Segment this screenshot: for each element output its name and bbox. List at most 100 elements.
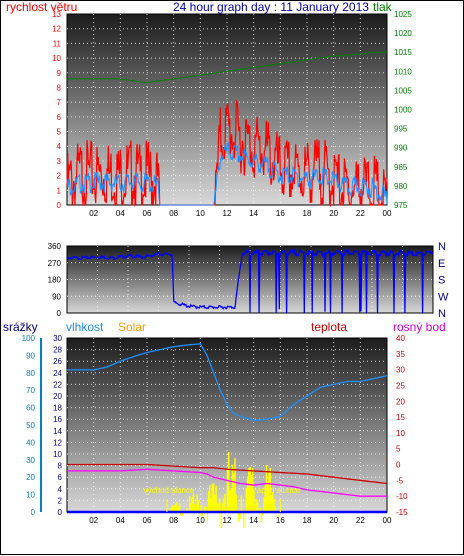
humidity-y-tick-label: 18 xyxy=(53,404,62,413)
pressure-y-tick-label: 1025 xyxy=(394,10,412,19)
climate-chart-x-tick-label: 14 xyxy=(249,516,258,525)
wind_gust-series-line xyxy=(66,98,388,208)
solar-label: Solar xyxy=(118,320,147,334)
wind-chart-x-tick-label: 22 xyxy=(356,209,365,218)
humidity-y-tick-label: 2 xyxy=(58,496,63,505)
wind-y-tick-label: 6 xyxy=(57,113,62,122)
pressure-y-tick-label: 985 xyxy=(394,163,408,172)
compass-tick-label: W xyxy=(438,291,449,303)
wind-chart-x-tick-label: 14 xyxy=(249,209,258,218)
compass-tick-label: N xyxy=(438,241,446,253)
sunset-label: západ slunce xyxy=(253,486,301,495)
direction-y-tick-label: 0 xyxy=(57,309,62,318)
temperature-y-tick-label: -10 xyxy=(396,492,408,501)
wind-y-tick-label: 12 xyxy=(52,25,61,34)
pressure-y-tick-label: 995 xyxy=(394,125,408,134)
compass-tick-label: S xyxy=(438,275,445,287)
wind-y-tick-label: 2 xyxy=(57,172,62,181)
wind-chart-x-tick-label: 16 xyxy=(276,209,285,218)
wind-direction-series-line xyxy=(66,247,434,314)
pressure-y-tick-label: 1015 xyxy=(394,48,412,57)
humidity-series-line xyxy=(67,343,388,422)
wind-y-tick-label: 10 xyxy=(52,54,61,63)
direction-y-tick-label: 270 xyxy=(48,259,62,268)
climate-chart-x-tick-label: 06 xyxy=(143,516,152,525)
temperature-y-tick-label: 25 xyxy=(396,381,405,390)
temperature-y-tick-label: 15 xyxy=(396,413,405,422)
climate-chart-x-tick-label: 02 xyxy=(89,516,98,525)
temperature-y-tick-label: 35 xyxy=(396,350,405,359)
pressure-y-tick-label: 975 xyxy=(394,201,408,210)
wind-chart-x-tick-label: 08 xyxy=(169,209,178,218)
wind-y-tick-label: 11 xyxy=(53,39,62,48)
humidity-y-tick-label: 6 xyxy=(58,473,63,482)
temperature-y-tick-label: -15 xyxy=(396,508,408,517)
wind-y-tick-label: 0 xyxy=(57,201,62,210)
wind-chart-x-tick-label: 10 xyxy=(196,209,205,218)
page-title: 24 hour graph day : 11 January 2013 xyxy=(173,0,369,14)
humidity-y-tick-label: 4 xyxy=(58,485,63,494)
pressure-y-tick-label: 980 xyxy=(394,182,408,191)
climate-chart-x-tick-label: 10 xyxy=(196,516,205,525)
sunrise-label: východ slunce xyxy=(144,486,195,495)
rain-y-tick-label: 100 xyxy=(22,334,36,343)
humidity-y-tick-label: 16 xyxy=(53,415,62,424)
wind-chart-x-tick-label: 04 xyxy=(116,209,125,218)
pressure-y-tick-label: 1010 xyxy=(394,67,412,76)
wind-chart-x-tick-label: 02 xyxy=(89,209,98,218)
rain-y-tick-label: 50 xyxy=(26,421,35,430)
wind-y-tick-label: 5 xyxy=(57,128,62,137)
humidity-y-tick-label: 20 xyxy=(53,392,62,401)
compass-tick-label: N xyxy=(438,308,446,320)
pressure-y-tick-label: 990 xyxy=(394,144,408,153)
pressure-axis-label: tlak xyxy=(373,0,392,14)
wind-y-tick-label: 13 xyxy=(52,10,61,19)
humidity-y-tick-label: 8 xyxy=(58,462,63,471)
dewpoint-axis-label: rosný bod xyxy=(393,320,446,334)
humidity-y-tick-label: 28 xyxy=(53,346,62,355)
climate-chart-x-tick-label: 20 xyxy=(329,516,338,525)
humidity-y-tick-label: 12 xyxy=(53,438,62,447)
rain-y-tick-label: 10 xyxy=(26,491,35,500)
rain-y-tick-label: 90 xyxy=(26,351,35,360)
temperature-axis-label: teplota xyxy=(311,320,348,334)
humidity-y-tick-label: 22 xyxy=(53,380,62,389)
wind-chart-x-tick-label: 18 xyxy=(303,209,312,218)
temperature-y-tick-label: 40 xyxy=(396,334,405,343)
temperature-y-tick-label: 0 xyxy=(396,461,401,470)
climate-chart-x-tick-label: 12 xyxy=(223,516,232,525)
humidity-y-tick-label: 14 xyxy=(53,427,62,436)
wind-chart-x-tick-label: 06 xyxy=(143,209,152,218)
direction-y-tick-label: 180 xyxy=(48,276,62,285)
temperature-y-tick-label: -5 xyxy=(396,476,404,485)
rain-y-tick-label: 0 xyxy=(31,508,36,517)
humidity-y-tick-label: 30 xyxy=(53,334,62,343)
wind-y-tick-label: 1 xyxy=(57,186,62,195)
rain-y-tick-label: 30 xyxy=(26,456,35,465)
wind-y-tick-label: 7 xyxy=(57,98,62,107)
wind-y-tick-label: 3 xyxy=(57,157,62,166)
rain-y-tick-label: 60 xyxy=(26,404,35,413)
wind_avg-series-line xyxy=(66,141,388,206)
wind-axis-label: rychlost větru xyxy=(6,0,78,14)
rain-y-tick-label: 40 xyxy=(26,438,35,447)
humidity-axis-label: vlhkost xyxy=(66,320,104,334)
direction-y-tick-label: 360 xyxy=(48,242,62,251)
pressure-y-tick-label: 1005 xyxy=(394,86,412,95)
climate-chart-x-tick-label: 08 xyxy=(169,516,178,525)
wind-y-tick-label: 8 xyxy=(57,83,62,92)
temperature-y-tick-label: 30 xyxy=(396,366,405,375)
pressure-y-tick-label: 1020 xyxy=(394,29,412,38)
wind-y-tick-label: 9 xyxy=(57,69,62,78)
humidity-y-tick-label: 26 xyxy=(53,357,62,366)
wind-y-tick-label: 4 xyxy=(57,142,62,151)
climate-chart-x-tick-label: 18 xyxy=(303,516,312,525)
temperature-y-tick-label: 20 xyxy=(396,397,405,406)
climate-chart-x-tick-label: 00 xyxy=(383,516,392,525)
compass-tick-label: E xyxy=(438,258,445,270)
pressure-y-tick-label: 1000 xyxy=(394,106,412,115)
rain-y-tick-label: 20 xyxy=(26,473,35,482)
temperature-y-tick-label: 5 xyxy=(396,445,401,454)
